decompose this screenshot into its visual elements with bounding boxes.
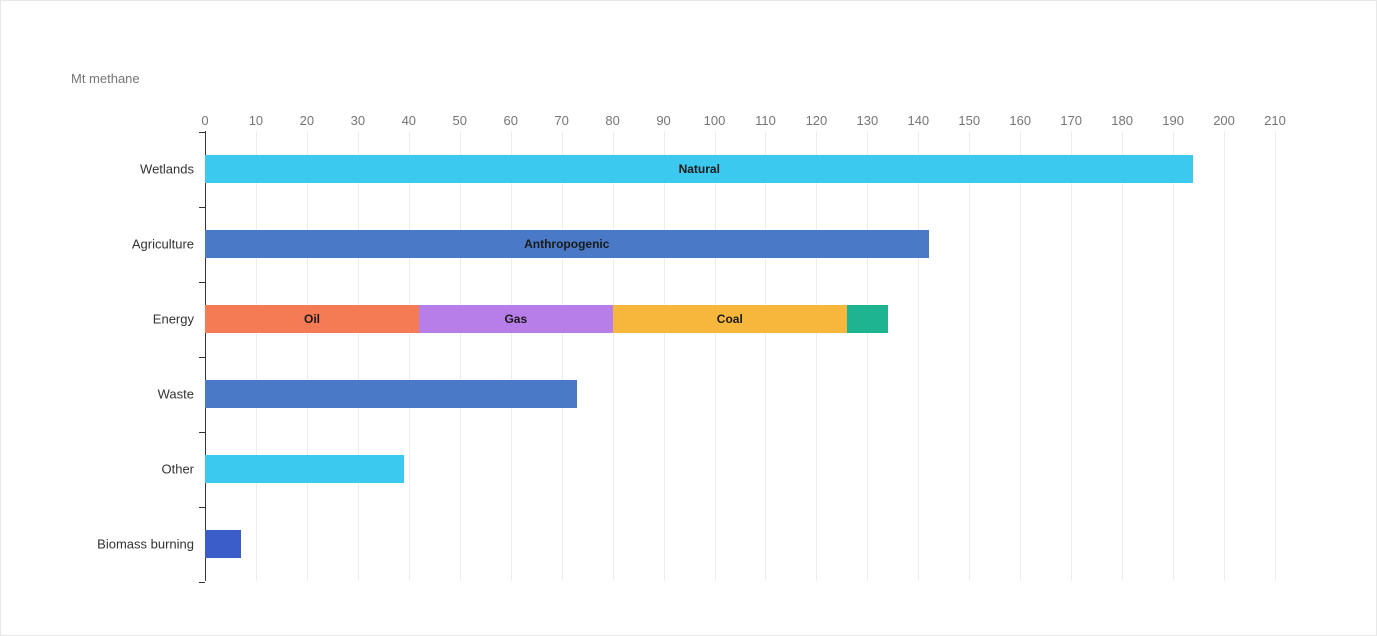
methane-sources-chart: Mt methane Natural Anthropogenic Oil Gas Coa… — [0, 0, 1377, 636]
gridline — [1122, 131, 1123, 581]
bar-segment — [205, 455, 404, 483]
bar-segment: Anthropogenic — [205, 230, 929, 258]
x-tick-label: 160 — [1009, 113, 1031, 128]
gridline — [664, 131, 665, 581]
gridline — [613, 131, 614, 581]
x-tick-label: 110 — [755, 113, 776, 128]
category-tick — [199, 507, 205, 508]
gridline — [969, 131, 970, 581]
x-tick-label: 90 — [656, 113, 670, 128]
x-tick-label: 150 — [958, 113, 980, 128]
bar-row — [205, 380, 577, 408]
gridline — [256, 131, 257, 581]
category-tick — [199, 432, 205, 433]
x-tick-label: 80 — [605, 113, 619, 128]
gridline — [816, 131, 817, 581]
category-label: Agriculture — [132, 237, 194, 252]
category-tick — [199, 357, 205, 358]
x-tick-label: 70 — [554, 113, 568, 128]
bar-row — [205, 455, 404, 483]
category-tick — [199, 132, 205, 133]
bar-segment — [205, 530, 241, 558]
x-tick-label: 200 — [1213, 113, 1235, 128]
gridline — [358, 131, 359, 581]
category-tick — [199, 582, 205, 583]
category-tick — [199, 282, 205, 283]
gridline — [562, 131, 563, 581]
x-tick-label: 60 — [503, 113, 517, 128]
gridline — [867, 131, 868, 581]
gridline — [409, 131, 410, 581]
gridline — [765, 131, 766, 581]
segment-label: Natural — [679, 162, 720, 176]
category-label: Biomass burning — [97, 537, 194, 552]
gridline — [307, 131, 308, 581]
category-label: Other — [161, 462, 194, 477]
segment-label: Coal — [717, 312, 743, 326]
gridline — [1275, 131, 1276, 581]
x-tick-label: 190 — [1162, 113, 1184, 128]
segment-label: Gas — [504, 312, 527, 326]
bar-row: Natural — [205, 155, 1193, 183]
x-tick-label: 20 — [300, 113, 314, 128]
category-tick — [199, 207, 205, 208]
category-label: Waste — [158, 387, 194, 402]
segment-label: Oil — [304, 312, 320, 326]
y-axis-title: Mt methane — [71, 71, 140, 86]
gridline — [1224, 131, 1225, 581]
x-tick-label: 130 — [857, 113, 879, 128]
bar-row: Oil Gas Coal — [205, 305, 888, 333]
category-label: Energy — [153, 312, 194, 327]
gridline — [1071, 131, 1072, 581]
bar-row: Anthropogenic — [205, 230, 929, 258]
x-tick-label: 30 — [351, 113, 365, 128]
x-tick-label: 0 — [201, 113, 208, 128]
gridline — [918, 131, 919, 581]
bar-segment: Natural — [205, 155, 1193, 183]
bar-segment — [205, 380, 577, 408]
y-axis-line — [205, 131, 206, 581]
x-tick-label: 170 — [1060, 113, 1082, 128]
gridline — [1173, 131, 1174, 581]
x-tick-label: 210 — [1264, 113, 1286, 128]
segment-label: Anthropogenic — [524, 237, 609, 251]
x-tick-label: 180 — [1111, 113, 1133, 128]
x-tick-label: 10 — [249, 113, 263, 128]
category-label: Wetlands — [140, 162, 194, 177]
gridline — [460, 131, 461, 581]
bar-segment: Gas — [419, 305, 613, 333]
bar-segment: Coal — [613, 305, 847, 333]
gridline — [715, 131, 716, 581]
bar-row — [205, 530, 241, 558]
x-tick-label: 120 — [806, 113, 828, 128]
plot-area: Natural Anthropogenic Oil Gas Coal — [205, 131, 1275, 581]
bar-segment — [847, 305, 888, 333]
x-tick-label: 50 — [453, 113, 467, 128]
x-tick-label: 140 — [907, 113, 929, 128]
x-tick-label: 100 — [704, 113, 726, 128]
gridline — [1020, 131, 1021, 581]
bar-segment: Oil — [205, 305, 419, 333]
gridline — [511, 131, 512, 581]
x-tick-label: 40 — [402, 113, 416, 128]
